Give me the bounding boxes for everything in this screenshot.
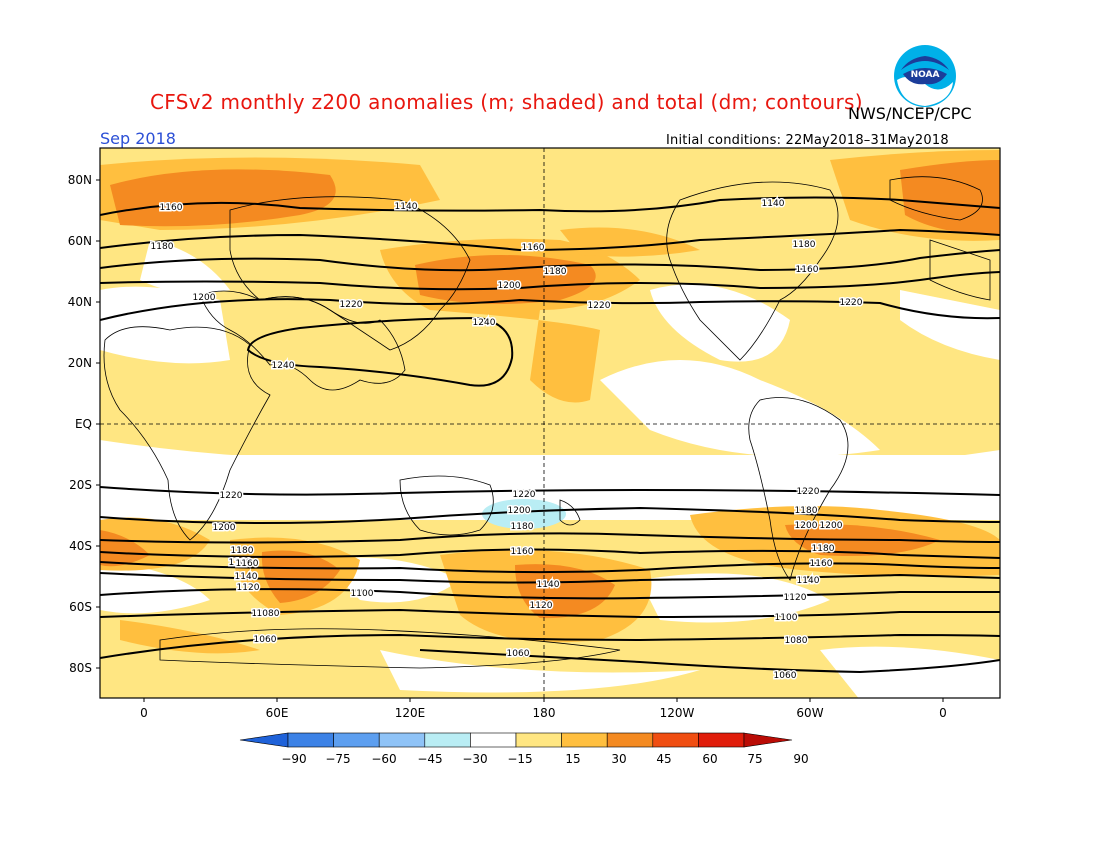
colorbar-segment bbox=[515, 732, 562, 748]
colorbar-label: 60 bbox=[702, 752, 718, 766]
contour-label: 1240 bbox=[272, 361, 295, 371]
contour-label: 1220 bbox=[840, 298, 863, 308]
lon-label: 180 bbox=[532, 706, 556, 720]
colorbar-segment bbox=[470, 732, 517, 748]
colorbar-segment bbox=[698, 732, 745, 748]
colorbar-label: 30 bbox=[611, 752, 627, 766]
colorbar-segment bbox=[378, 732, 426, 748]
noaa-logo-text: NOAA bbox=[911, 70, 940, 80]
contour-label: 1200 bbox=[213, 523, 236, 533]
contour-label: 1220 bbox=[588, 301, 611, 311]
contour-label: 1200 bbox=[508, 506, 531, 516]
contour-label: 1120 bbox=[237, 583, 260, 593]
contour-label: 1160 bbox=[511, 547, 534, 557]
lon-label: 60E bbox=[265, 706, 289, 720]
axis-ticks bbox=[96, 179, 944, 702]
contour-label: 1080 bbox=[257, 609, 280, 619]
contour-label: 1180 bbox=[511, 522, 534, 532]
colorbar-segment bbox=[333, 732, 380, 748]
lon-label: 60W bbox=[796, 706, 824, 720]
contour-label: 1100 bbox=[775, 613, 798, 623]
colorbar-label: 75 bbox=[747, 752, 763, 766]
lat-label: 60N bbox=[67, 234, 92, 248]
colorbar-label: −15 bbox=[507, 752, 533, 766]
colorbar-label: 90 bbox=[793, 752, 809, 766]
contour-label: 1140 bbox=[797, 576, 820, 586]
lat-label: 40N bbox=[67, 295, 92, 309]
lon-label: 0 bbox=[140, 706, 148, 720]
initial-conditions: Initial conditions: 22May2018–31May2018 bbox=[666, 133, 949, 148]
contour-label: 1200 bbox=[795, 521, 818, 531]
colorbar-segment bbox=[606, 732, 654, 748]
colorbar-label: −30 bbox=[462, 752, 488, 766]
contour-label: 1160 bbox=[236, 559, 259, 569]
contour-label: 1180 bbox=[544, 267, 567, 277]
contour-label: 1140 bbox=[762, 199, 785, 209]
colorbar-arrow-high bbox=[743, 732, 793, 748]
contour-label: 1120 bbox=[784, 593, 807, 603]
contour-label: 1220 bbox=[513, 490, 536, 500]
map-frame bbox=[99, 147, 1001, 699]
contour-label: 1140 bbox=[395, 202, 418, 212]
colorbar bbox=[239, 732, 793, 748]
contour-label: 1080 bbox=[785, 636, 808, 646]
lon-label: 120E bbox=[394, 706, 426, 720]
contour-label: 1180 bbox=[793, 240, 816, 250]
contour-label: 1180 bbox=[795, 506, 818, 516]
colorbar-label: −90 bbox=[281, 752, 307, 766]
contour-label: 1100 bbox=[351, 589, 374, 599]
lat-label: EQ bbox=[74, 417, 92, 431]
contour-label: 1180 bbox=[151, 242, 174, 252]
lat-label: 20N bbox=[67, 356, 92, 370]
lon-label: 120W bbox=[659, 706, 695, 720]
lat-label: 20S bbox=[69, 478, 92, 492]
contour-label: 1160 bbox=[796, 265, 819, 275]
colorbar-segment bbox=[652, 732, 699, 748]
colorbar-label: −45 bbox=[417, 752, 443, 766]
noaa-logo-icon: NOAA bbox=[894, 45, 956, 107]
contour-label: 1180 bbox=[812, 544, 835, 554]
colorbar-segment bbox=[287, 732, 334, 748]
chart-title: CFSv2 monthly z200 anomalies (m; shaded)… bbox=[150, 90, 863, 114]
contour-label: 1060 bbox=[507, 649, 530, 659]
contour-label: 1160 bbox=[810, 559, 833, 569]
contour-label: 1200 bbox=[498, 281, 521, 291]
colorbar-label: 45 bbox=[656, 752, 672, 766]
contour-label: 1160 bbox=[160, 203, 183, 213]
forecast-period: Sep 2018 bbox=[100, 129, 176, 148]
contour-label: 1220 bbox=[340, 300, 363, 310]
colorbar-segment bbox=[424, 732, 471, 748]
contour-label: 1140 bbox=[537, 580, 560, 590]
colorbar-label: −60 bbox=[371, 752, 397, 766]
lat-label: 40S bbox=[69, 539, 92, 553]
contour-label: 1240 bbox=[473, 318, 496, 328]
contour-label: 1060 bbox=[254, 635, 277, 645]
colorbar-label: 15 bbox=[565, 752, 581, 766]
height-contours bbox=[100, 196, 1000, 674]
contour-label: 1080 bbox=[252, 609, 275, 619]
contour-label: 1200 bbox=[820, 521, 843, 531]
contour-label: 1220 bbox=[220, 491, 243, 501]
negative-anomaly-area bbox=[482, 499, 566, 529]
contour-label: 1160 bbox=[229, 558, 252, 568]
contour-label: 1200 bbox=[193, 293, 216, 303]
contour-label: 1120 bbox=[530, 601, 553, 611]
agency-label: NWS/NCEP/CPC bbox=[848, 104, 972, 123]
colorbar-arrow-low bbox=[239, 732, 289, 748]
contour-label: 1060 bbox=[774, 671, 797, 681]
lat-label: 80N bbox=[67, 173, 92, 187]
contour-label: 1180 bbox=[231, 546, 254, 556]
colorbar-segment bbox=[561, 732, 608, 748]
lat-label: 60S bbox=[69, 600, 92, 614]
contour-label: 1220 bbox=[797, 487, 820, 497]
lat-label: 80S bbox=[69, 661, 92, 675]
contour-label: 1140 bbox=[235, 572, 258, 582]
lon-label: 0 bbox=[939, 706, 947, 720]
contour-label: 1160 bbox=[522, 243, 545, 253]
colorbar-label: −75 bbox=[325, 752, 351, 766]
